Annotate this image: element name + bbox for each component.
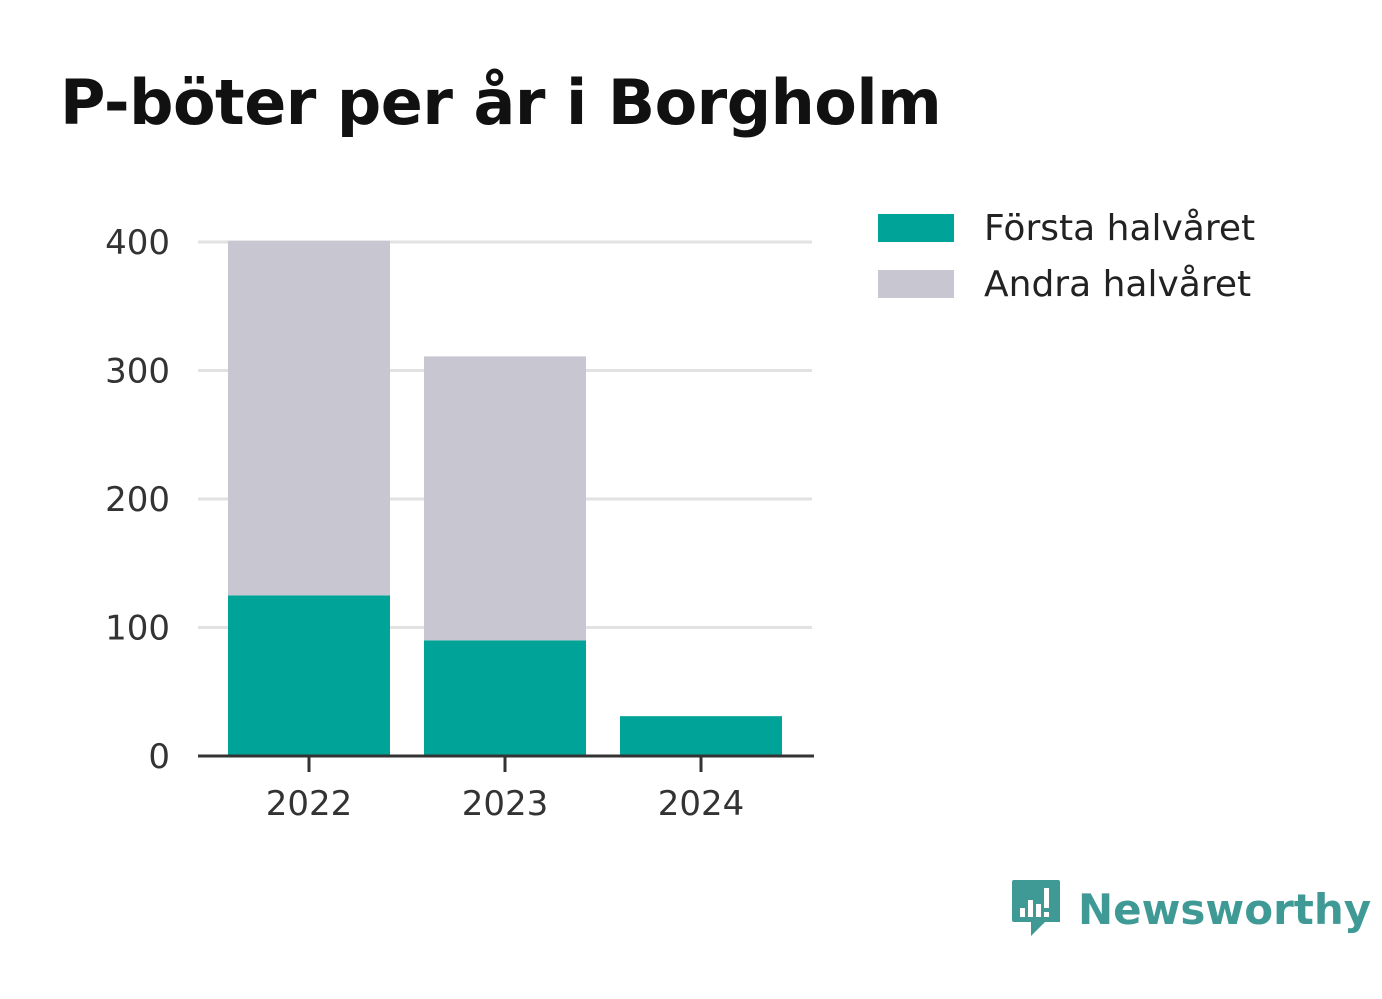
x-tick-label: 2024 (658, 784, 745, 824)
y-tick-label: 0 (148, 737, 170, 777)
x-tick-label: 2022 (266, 784, 353, 824)
bar-second-half-2022 (228, 240, 390, 596)
bar-first-half-2024 (620, 716, 782, 756)
y-tick-label: 200 (105, 480, 170, 520)
brand-logo: Newsworthy (1010, 878, 1371, 940)
legend-label-first-half: Första halvåret (984, 207, 1256, 249)
legend: Första halvåret Andra halvåret (878, 200, 1255, 312)
legend-label-second-half: Andra halvåret (984, 263, 1252, 305)
y-tick-label: 100 (105, 609, 170, 649)
chart-title: P-böter per år i Borgholm (60, 66, 942, 139)
newsworthy-logo-icon (1012, 880, 1060, 936)
legend-item-second-half: Andra halvåret (878, 256, 1255, 312)
chart-plot: 0 100 200 300 400 2022 2023 2024 (105, 223, 814, 824)
bar-first-half-2023 (424, 640, 586, 756)
x-tick-label: 2023 (462, 784, 549, 824)
legend-swatch-second-half (878, 270, 954, 298)
brand-label: Newsworthy (1078, 884, 1372, 934)
legend-item-first-half: Första halvåret (878, 200, 1255, 256)
legend-swatch-first-half (878, 214, 954, 242)
bar-second-half-2023 (424, 356, 586, 641)
bar-first-half-2022 (228, 595, 390, 756)
y-tick-label: 400 (105, 223, 170, 263)
y-tick-label: 300 (105, 352, 170, 392)
